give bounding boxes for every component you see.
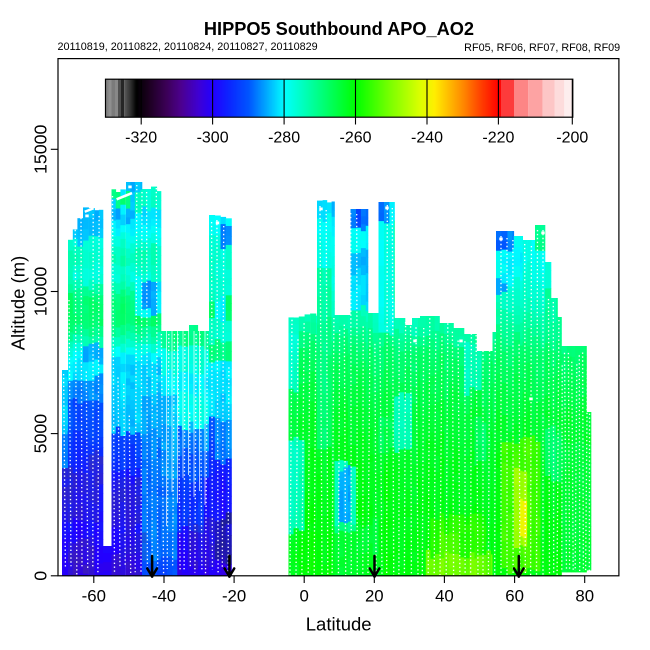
svg-text:40: 40	[435, 587, 454, 606]
svg-text:-40: -40	[152, 587, 176, 606]
svg-text:-260: -260	[339, 130, 371, 147]
svg-text:0: 0	[31, 571, 51, 581]
svg-text:Altitude (m): Altitude (m)	[8, 256, 29, 351]
svg-text:HIPPO5 Southbound APO_AO2: HIPPO5 Southbound APO_AO2	[204, 19, 474, 39]
svg-text:-300: -300	[197, 130, 229, 147]
svg-text:10000: 10000	[31, 267, 51, 317]
svg-text:-200: -200	[556, 130, 588, 147]
svg-text:20110819, 20110822, 20110824,: 20110819, 20110822, 20110824, 20110827, …	[58, 41, 318, 53]
svg-text:-320: -320	[125, 130, 157, 147]
svg-text:-240: -240	[411, 130, 443, 147]
svg-text:Latitude: Latitude	[306, 613, 372, 634]
svg-text:-280: -280	[268, 130, 300, 147]
svg-text:60: 60	[505, 587, 524, 606]
svg-text:80: 80	[575, 587, 594, 606]
svg-text:5000: 5000	[31, 414, 51, 454]
svg-text:-220: -220	[482, 130, 514, 147]
svg-text:0: 0	[300, 587, 309, 606]
svg-text:-20: -20	[222, 587, 246, 606]
svg-text:15000: 15000	[31, 124, 51, 174]
svg-text:-60: -60	[82, 587, 106, 606]
svg-text:20: 20	[365, 587, 384, 606]
svg-text:RF05, RF06, RF07, RF08, RF09: RF05, RF06, RF07, RF08, RF09	[464, 42, 620, 54]
